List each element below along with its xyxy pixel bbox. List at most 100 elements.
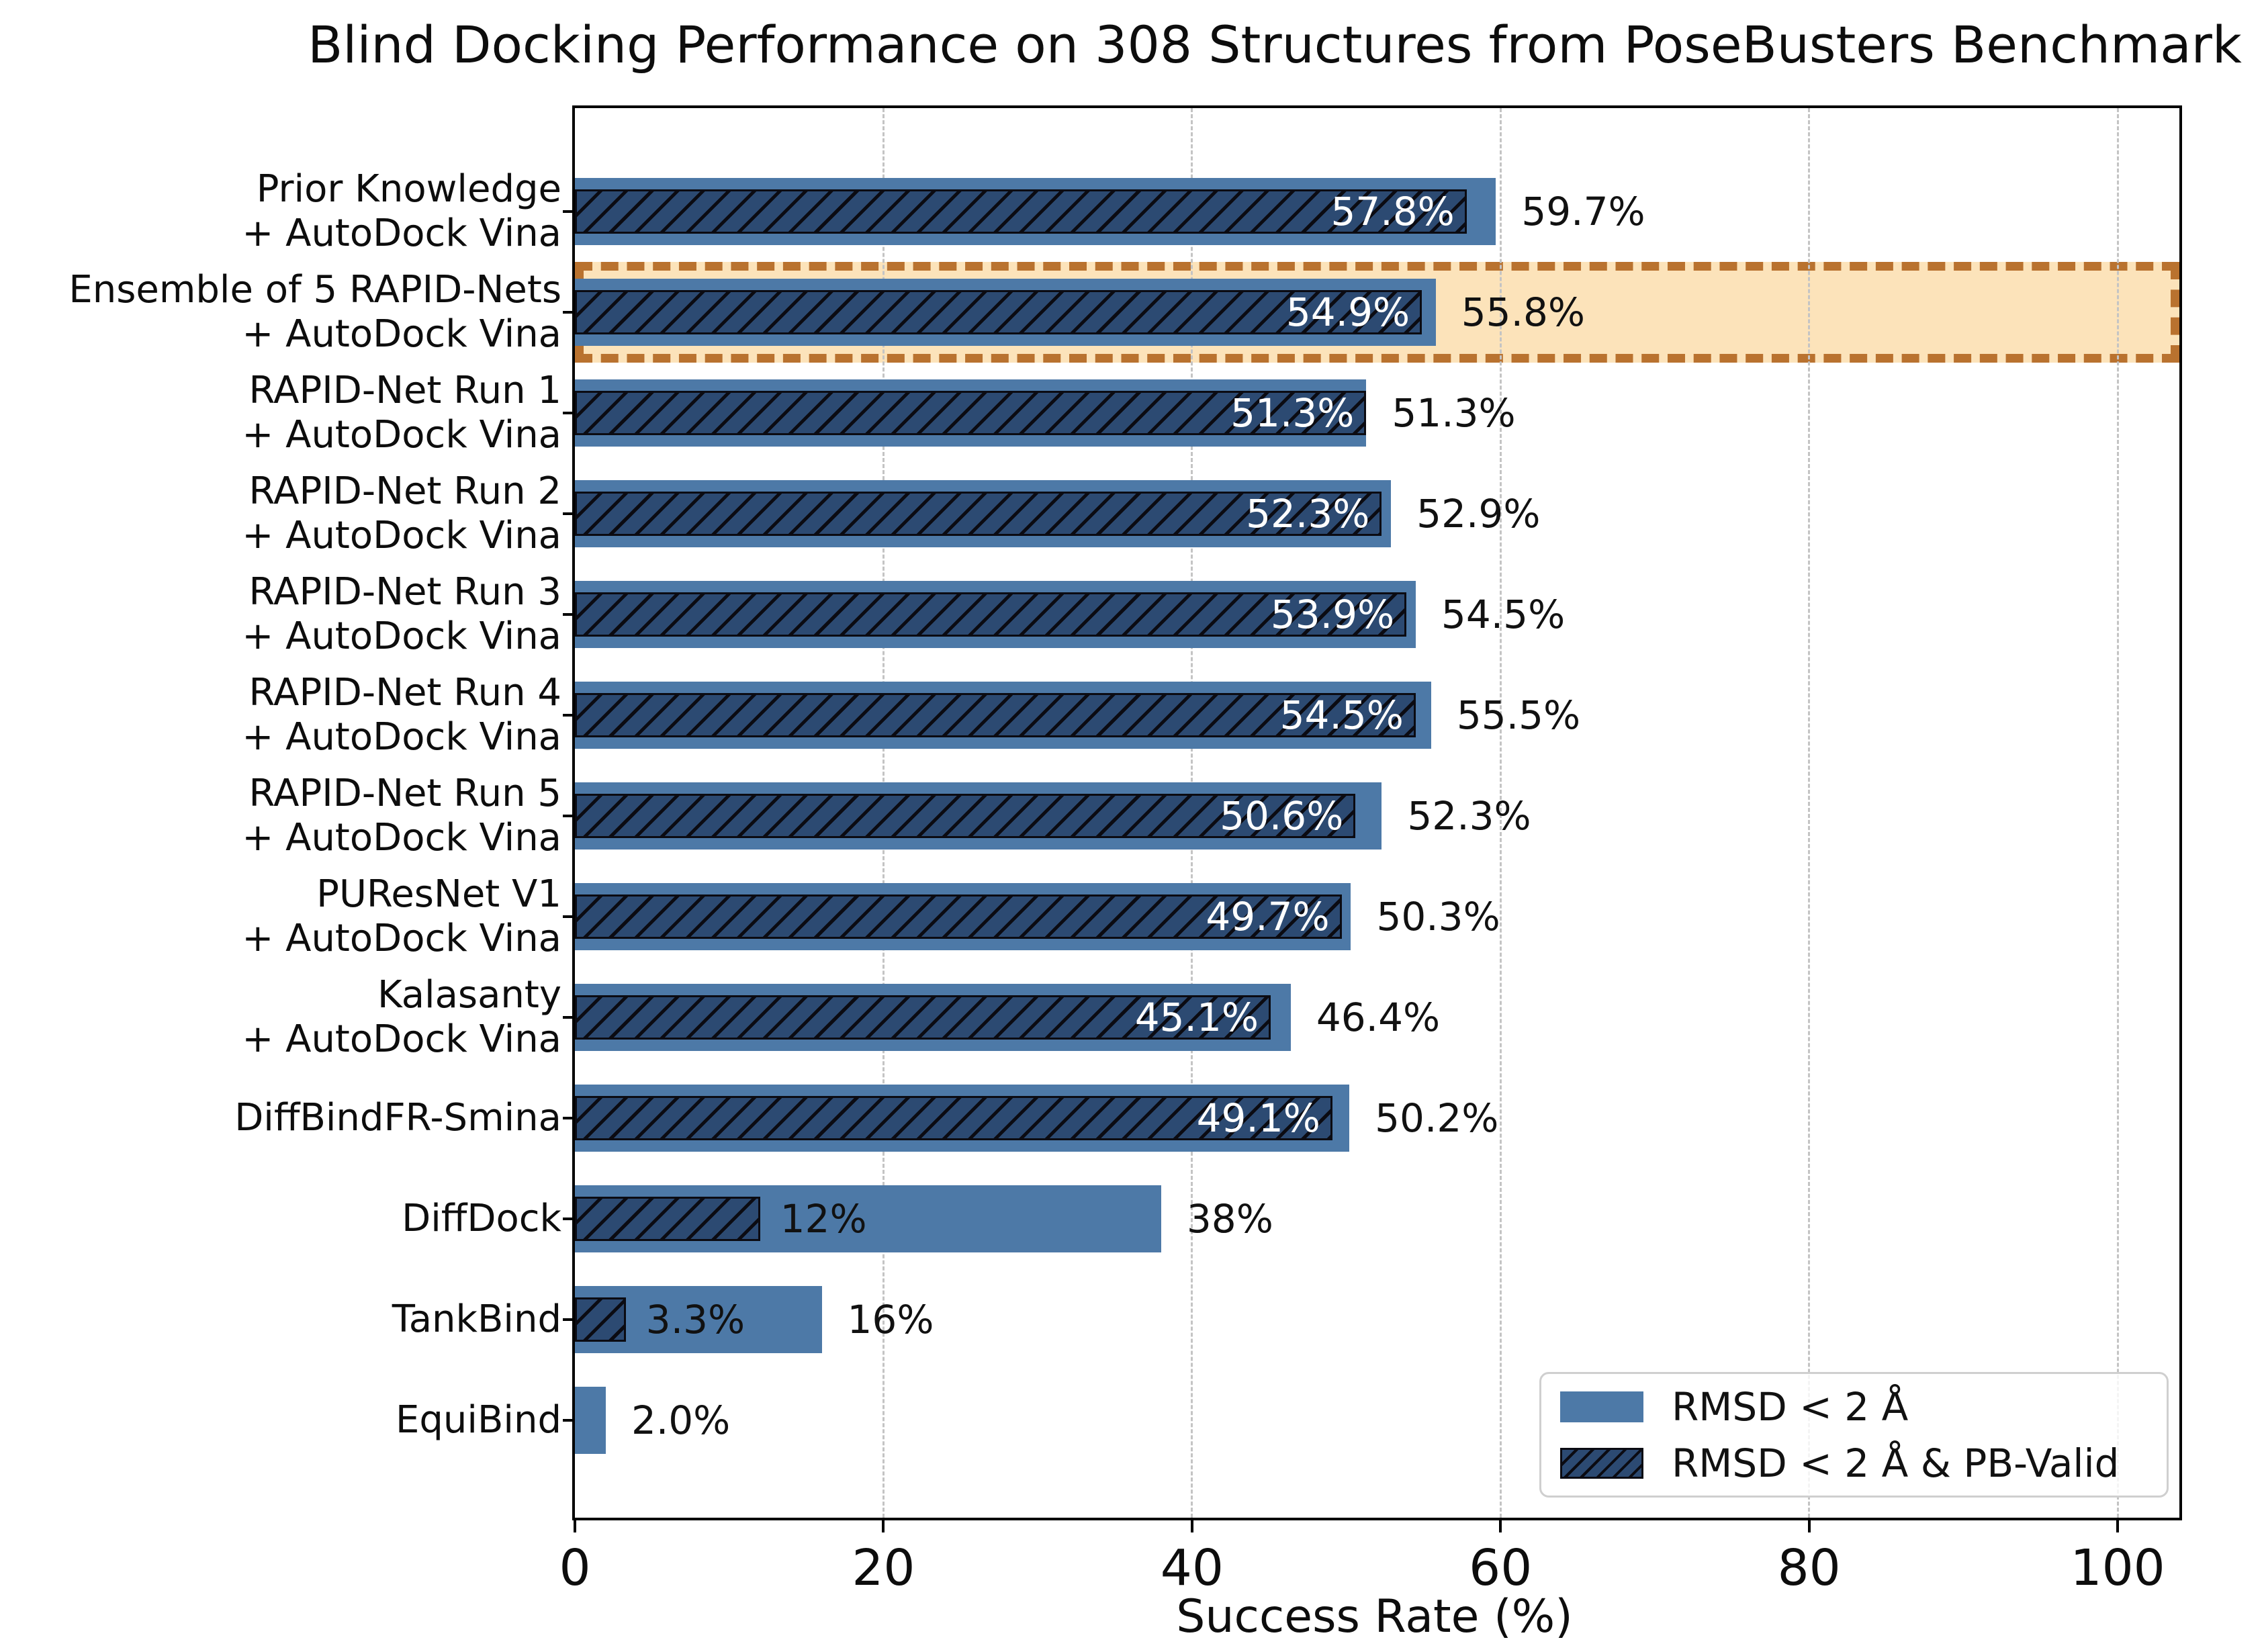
category-label-2: RAPID-Net Run 1 + AutoDock Vina <box>0 369 561 457</box>
gridline-x-80 <box>1808 108 1811 1518</box>
x-tick-60 <box>1499 1518 1502 1532</box>
category-label-line: Prior Knowledge <box>256 167 561 211</box>
y-tick-10 <box>563 1218 575 1220</box>
category-label-10: DiffDock <box>0 1197 561 1241</box>
x-tick-label-20: 20 <box>852 1539 915 1597</box>
value-label-pbvalid-7: 49.7% <box>1206 894 1330 939</box>
value-label-rmsd-5: 55.5% <box>1456 692 1581 738</box>
bar-rmsd-pbvalid-10 <box>575 1197 760 1241</box>
bar-rmsd-pbvalid-8 <box>575 995 1271 1040</box>
y-tick-12 <box>563 1419 575 1422</box>
value-label-pbvalid-10: 12% <box>780 1196 867 1242</box>
legend-label-rmsd: RMSD < 2 Å <box>1672 1383 1909 1430</box>
x-tick-label-80: 80 <box>1777 1539 1841 1597</box>
category-label-7: PUResNet V1 + AutoDock Vina <box>0 872 561 961</box>
category-label-0: Prior Knowledge + AutoDock Vina <box>0 167 561 256</box>
legend-swatch-rmsd-pbvalid <box>1560 1447 1643 1479</box>
bar-rmsd-pbvalid-5 <box>575 693 1416 737</box>
legend: RMSD < 2 Å RMSD < 2 Å & PB-Valid <box>1539 1372 2169 1498</box>
legend-swatch-rmsd <box>1560 1391 1643 1422</box>
bar-rmsd-pbvalid-9 <box>575 1096 1332 1140</box>
category-label-line: + AutoDock Vina <box>242 816 561 860</box>
category-label-line: + AutoDock Vina <box>242 715 561 759</box>
legend-entry-rmsd-pbvalid: RMSD < 2 Å & PB-Valid <box>1560 1435 2167 1492</box>
x-tick-label-40: 40 <box>1160 1539 1224 1597</box>
x-tick-0 <box>574 1518 576 1532</box>
value-label-rmsd-11: 16% <box>847 1297 934 1342</box>
y-tick-11 <box>563 1318 575 1321</box>
value-label-pbvalid-6: 50.6% <box>1220 793 1344 839</box>
value-label-rmsd-12: 2.0% <box>631 1397 731 1443</box>
x-tick-label-60: 60 <box>1469 1539 1533 1597</box>
category-label-line: RAPID-Net Run 5 <box>248 772 561 815</box>
category-label-line: + AutoDock Vina <box>242 1017 561 1061</box>
category-label-line: + AutoDock Vina <box>242 212 561 255</box>
x-tick-label-0: 0 <box>559 1539 591 1597</box>
category-label-8: Kalasanty + AutoDock Vina <box>0 973 561 1062</box>
legend-label-rmsd-pbvalid: RMSD < 2 Å & PB-Valid <box>1672 1440 2120 1486</box>
chart-title: Blind Docking Performance on 308 Structu… <box>308 15 2242 75</box>
y-tick-4 <box>563 613 575 616</box>
value-label-rmsd-8: 46.4% <box>1316 995 1441 1040</box>
value-label-rmsd-0: 59.7% <box>1521 189 1645 234</box>
value-label-pbvalid-1: 54.9% <box>1285 289 1410 335</box>
value-label-rmsd-4: 54.5% <box>1441 592 1566 637</box>
bar-rmsd-pbvalid-6 <box>575 794 1356 838</box>
category-label-line: TankBind <box>392 1297 561 1341</box>
category-label-line: DiffBindFR-Smina <box>234 1096 561 1140</box>
value-label-rmsd-7: 50.3% <box>1376 894 1500 939</box>
category-label-11: TankBind <box>0 1297 561 1342</box>
bar-rmsd-pbvalid-11 <box>575 1297 626 1342</box>
value-label-pbvalid-8: 45.1% <box>1134 995 1259 1040</box>
y-tick-0 <box>563 210 575 213</box>
category-label-line: RAPID-Net Run 2 <box>248 469 561 513</box>
bar-rmsd-pbvalid-7 <box>575 894 1342 939</box>
bar-rmsd-12 <box>575 1387 606 1454</box>
category-label-line: PUResNet V1 <box>316 872 561 916</box>
y-tick-7 <box>563 915 575 918</box>
value-label-pbvalid-4: 53.9% <box>1270 592 1395 637</box>
x-tick-80 <box>1807 1518 1811 1532</box>
bar-rmsd-pbvalid-1 <box>575 290 1422 334</box>
category-label-line: + AutoDock Vina <box>242 514 561 557</box>
x-tick-20 <box>882 1518 885 1532</box>
category-label-line: DiffDock <box>402 1197 561 1240</box>
category-label-line: + AutoDock Vina <box>242 413 561 457</box>
bar-rmsd-pbvalid-0 <box>575 189 1467 234</box>
plot-area: 57.8% 59.7% 54.9% 55.8% 51.3% 51.3% 52.3% 52.9%… <box>572 105 2182 1520</box>
x-tick-label-100: 100 <box>2070 1539 2165 1597</box>
category-label-line: + AutoDock Vina <box>242 917 561 960</box>
x-tick-100 <box>2116 1518 2120 1532</box>
x-axis-title: Success Rate (%) <box>1176 1590 1573 1643</box>
category-label-line: EquiBind <box>396 1398 561 1442</box>
category-label-line: + AutoDock Vina <box>242 312 561 356</box>
x-tick-40 <box>1190 1518 1193 1532</box>
value-label-pbvalid-0: 57.8% <box>1330 189 1455 234</box>
y-tick-1 <box>563 311 575 314</box>
bar-rmsd-pbvalid-3 <box>575 492 1382 536</box>
value-label-pbvalid-3: 52.3% <box>1246 491 1370 537</box>
y-tick-2 <box>563 412 575 414</box>
category-label-4: RAPID-Net Run 3 + AutoDock Vina <box>0 570 561 659</box>
bar-rmsd-pbvalid-2 <box>575 391 1367 435</box>
value-label-rmsd-9: 50.2% <box>1375 1095 1499 1141</box>
gridline-x-100 <box>2116 108 2119 1518</box>
category-label-line: Kalasanty <box>377 973 561 1017</box>
value-label-pbvalid-5: 54.5% <box>1279 692 1404 738</box>
value-label-rmsd-1: 55.8% <box>1461 289 1586 335</box>
y-tick-5 <box>563 714 575 717</box>
legend-entry-rmsd: RMSD < 2 Å <box>1560 1379 2167 1435</box>
category-label-line: RAPID-Net Run 3 <box>248 570 561 614</box>
value-label-pbvalid-11: 3.3% <box>645 1297 745 1342</box>
category-label-line: Ensemble of 5 RAPID-Nets <box>69 268 561 312</box>
category-label-9: DiffBindFR-Smina <box>0 1096 561 1140</box>
gridline-x-60 <box>1499 108 1502 1518</box>
value-label-pbvalid-2: 51.3% <box>1230 390 1355 436</box>
y-tick-8 <box>563 1016 575 1019</box>
category-label-1: Ensemble of 5 RAPID-Nets + AutoDock Vina <box>0 268 561 357</box>
value-label-rmsd-6: 52.3% <box>1407 793 1531 839</box>
value-label-pbvalid-9: 49.1% <box>1196 1095 1320 1141</box>
y-tick-3 <box>563 512 575 515</box>
value-label-rmsd-10: 38% <box>1186 1196 1273 1242</box>
